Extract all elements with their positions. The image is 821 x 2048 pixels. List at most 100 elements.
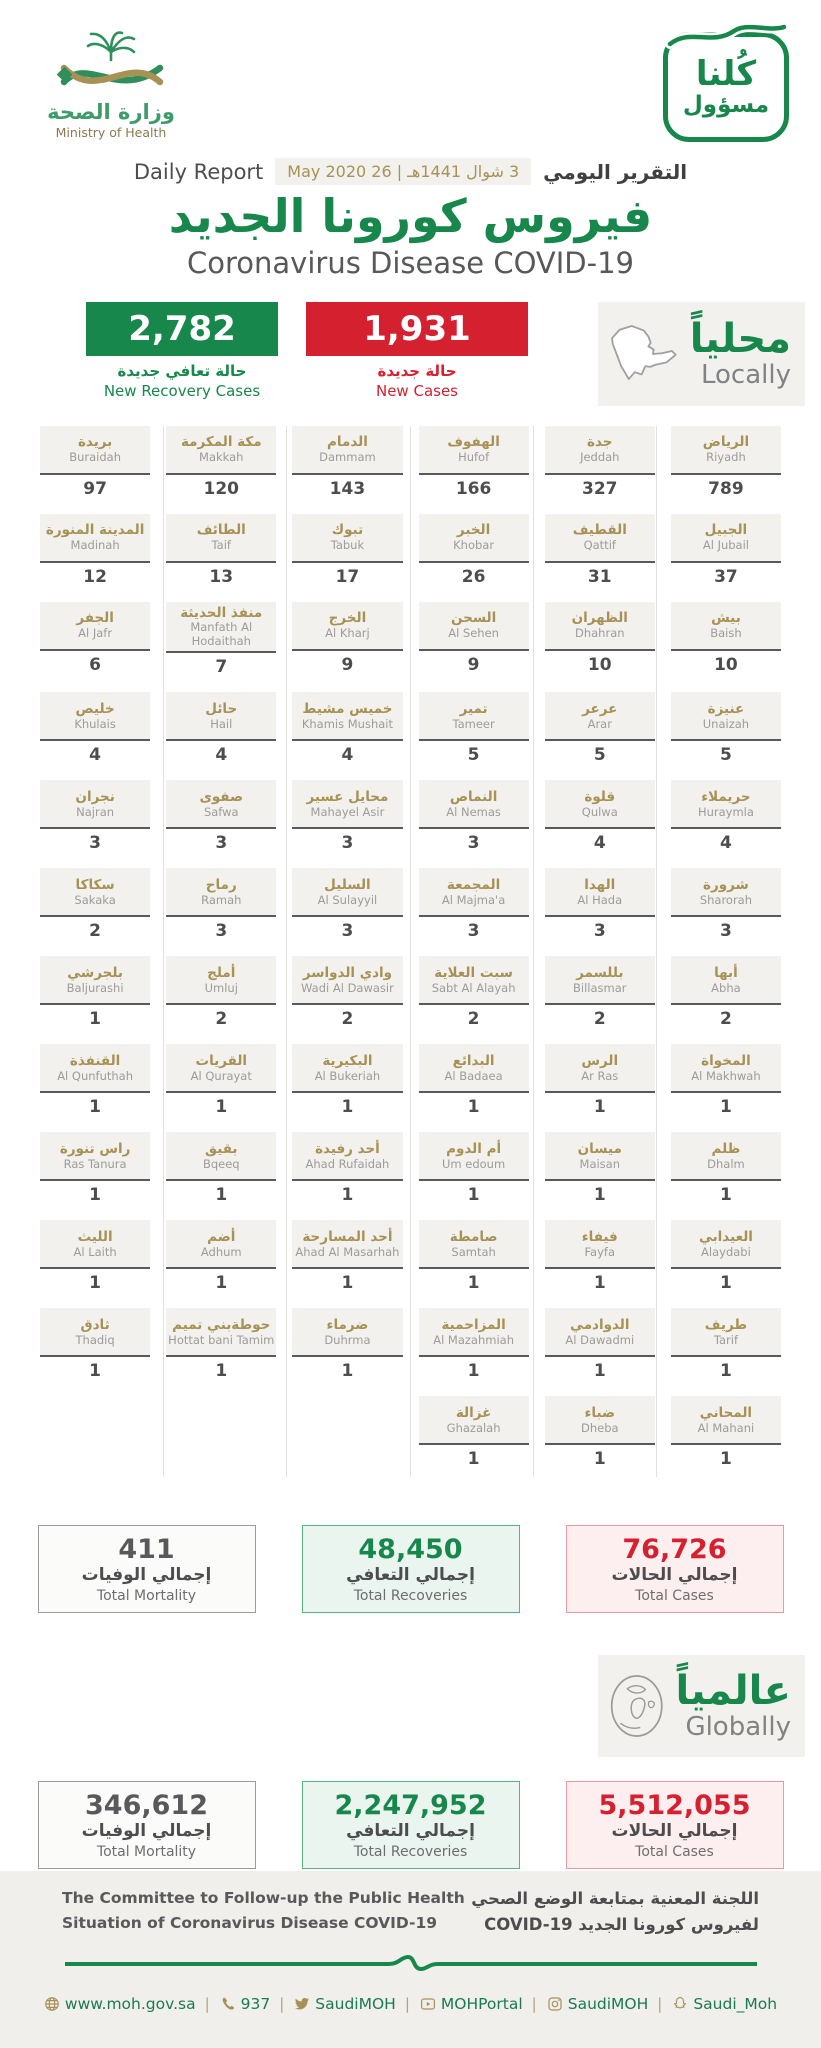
- city-name-ar: مكة المكرمة: [180, 434, 262, 451]
- social-link[interactable]: SaudiMOH: [532, 1995, 648, 2013]
- city-name-en: Huraymla: [697, 804, 754, 819]
- city-label-box: القريات Al Qurayat: [166, 1044, 277, 1094]
- page-title-arabic: فيروس كورونا الجديد: [168, 189, 653, 243]
- city-new-cases-value: 2: [89, 921, 102, 942]
- city-new-cases-value: 166: [455, 478, 492, 499]
- city-cell: ضباء Dheba 1: [544, 1396, 655, 1477]
- city-label-box: بللسمر Billasmar: [544, 956, 655, 1006]
- committee-text-ar: اللجنة المعنية بمتابعة الوضع الصحي لفيرو…: [471, 1886, 759, 1939]
- city-new-cases-value: 5: [467, 745, 480, 766]
- city-name-en: Qattif: [583, 538, 616, 553]
- city-new-cases-value: 1: [467, 1273, 480, 1294]
- city-name-ar: المحاني: [699, 1404, 753, 1421]
- city-new-cases-value: 1: [720, 1097, 732, 1118]
- local-recoveries-label-en: Total Recoveries: [353, 1587, 468, 1604]
- social-link[interactable]: 937: [205, 1995, 270, 2013]
- city-name-en: Al Kharj: [325, 626, 370, 641]
- city-cell: أبها Abha 2: [670, 956, 781, 1037]
- city-name-ar: الجبيل: [704, 522, 748, 539]
- city-new-cases-value: 4: [89, 745, 102, 766]
- city-label-box: الطائف Taif: [166, 513, 277, 563]
- city-new-cases-value: 5: [720, 745, 732, 766]
- city-label-box: وادي الدواسر Wadi Al Dawasir: [292, 956, 403, 1006]
- city-label-box: ميسان Maisan: [544, 1132, 655, 1182]
- city-label-box: ظلم Dhalm: [670, 1132, 781, 1182]
- city-cell: أحد المسارحة Ahad Al Masarhah 1: [292, 1220, 403, 1301]
- city-label-box: صامطة Samtah: [418, 1220, 529, 1270]
- city-label-box: السليل Al Sulayyil: [292, 868, 403, 918]
- city-cell: أملج Umluj 2: [166, 956, 277, 1037]
- city-cell: ثادق Thadiq 1: [40, 1308, 151, 1389]
- city-cell: المدينة المنورة Madinah 12: [40, 513, 151, 595]
- daily-report-label-en: Daily Report: [133, 159, 264, 184]
- city-name-en: Dhahran: [574, 626, 625, 641]
- city-name-en: Al Jafr: [78, 626, 113, 641]
- city-label-box: شرورة Sharorah: [670, 868, 781, 918]
- city-label-box: عنيزة Unaizah: [670, 692, 781, 742]
- city-name-en: Hail: [210, 716, 233, 731]
- social-link-label: www.moh.gov.sa: [64, 1994, 196, 2013]
- city-cell: جدة Jeddah 327: [544, 425, 655, 507]
- city-label-box: عرعر Arar: [544, 692, 655, 742]
- city-new-cases-value: 37: [714, 566, 738, 587]
- city-name-en: Taif: [211, 538, 231, 553]
- city-name-en: Khulais: [74, 716, 116, 731]
- globally-section-header: عالمياً Globally: [598, 1655, 805, 1758]
- city-name-en: Al Jubail: [702, 538, 749, 553]
- city-name-ar: قلوة: [584, 788, 616, 805]
- city-cell: الخبر Khobar 26: [418, 513, 529, 595]
- city-new-cases-value: 4: [341, 745, 354, 766]
- city-name-ar: صفوى: [199, 788, 244, 805]
- city-new-cases-value: 2: [467, 1009, 480, 1030]
- saudi-arabia-map-icon: [611, 324, 677, 380]
- city-name-en: Al Sehen: [448, 626, 499, 641]
- city-cell: خميس مشيط Khamis Mushait 4: [292, 692, 403, 773]
- city-name-en: Fayfa: [584, 1244, 616, 1259]
- city-name-ar: وادي الدواسر: [302, 964, 393, 981]
- city-label-box: فيفاء Fayfa: [544, 1220, 655, 1270]
- globe-icon: [44, 1996, 60, 2012]
- city-name-ar: المزاحمية: [441, 1316, 506, 1333]
- global-recoveries-label-ar: إجمالي التعافي: [346, 1821, 475, 1842]
- city-cell: الدوادمي Al Dawadmi 1: [544, 1308, 655, 1389]
- city-name-en: Alaydabi: [701, 1244, 751, 1259]
- city-cell: أحد رفيدة Ahad Rufaidah 1: [292, 1132, 403, 1213]
- globally-label-en: Globally: [685, 1712, 791, 1743]
- city-name-ar: خميس مشيط: [302, 700, 393, 717]
- city-label-box: بقيق Bqeeq: [166, 1132, 277, 1182]
- city-label-box: الجفر Al Jafr: [40, 601, 151, 651]
- city-name-ar: الظهران: [571, 610, 628, 627]
- city-label-box: تمير Tameer: [418, 692, 529, 742]
- city-label-box: الهدا Al Hada: [544, 868, 655, 918]
- city-name-ar: راس تنورة: [59, 1140, 131, 1157]
- city-new-cases-value: 1: [341, 1185, 354, 1206]
- city-name-en: Mahayel Asir: [310, 804, 385, 819]
- city-name-ar: جدة: [587, 434, 613, 451]
- city-label-box: بريدة Buraidah: [40, 425, 151, 475]
- social-link[interactable]: MOHPortal: [405, 1995, 523, 2013]
- committee-note: The Committee to Follow-up the Public He…: [0, 1871, 821, 1939]
- city-new-cases-value: 97: [83, 478, 107, 499]
- city-name-ar: بريدة: [77, 434, 113, 451]
- city-label-box: مكة المكرمة Makkah: [166, 425, 277, 475]
- social-link[interactable]: SaudiMOH: [279, 1995, 396, 2013]
- social-link[interactable]: www.moh.gov.sa: [44, 1995, 196, 2013]
- moh-logo-arabic: وزارة الصحة: [47, 100, 175, 124]
- city-name-en: Qulwa: [581, 804, 618, 819]
- city-name-en: Dammam: [319, 450, 376, 465]
- global-total-mortality: 346,612 إجمالي الوفيات Total Mortality: [37, 1781, 256, 1870]
- city-label-box: نجران Najran: [40, 780, 151, 830]
- city-name-en: Al Laith: [73, 1244, 117, 1259]
- phone-icon: [220, 1996, 236, 2012]
- city-label-box: أم الدوم Um edoum: [418, 1132, 529, 1182]
- city-new-cases-value: 1: [341, 1097, 354, 1118]
- social-links-row: www.moh.gov.sa 937 SaudiMOH MOHPortal Sa…: [0, 1995, 821, 2013]
- social-link[interactable]: Saudi_Moh: [657, 1995, 777, 2013]
- city-name-ar: ثادق: [80, 1316, 110, 1333]
- city-new-cases-value: 2: [720, 1009, 732, 1030]
- city-new-cases-value: 1: [720, 1361, 732, 1382]
- city-name-ar: بلجرشي: [67, 964, 123, 981]
- city-new-cases-value: 3: [215, 833, 228, 854]
- city-new-cases-value: 2: [215, 1009, 228, 1030]
- city-cell: الطائف Taif 13: [166, 513, 277, 595]
